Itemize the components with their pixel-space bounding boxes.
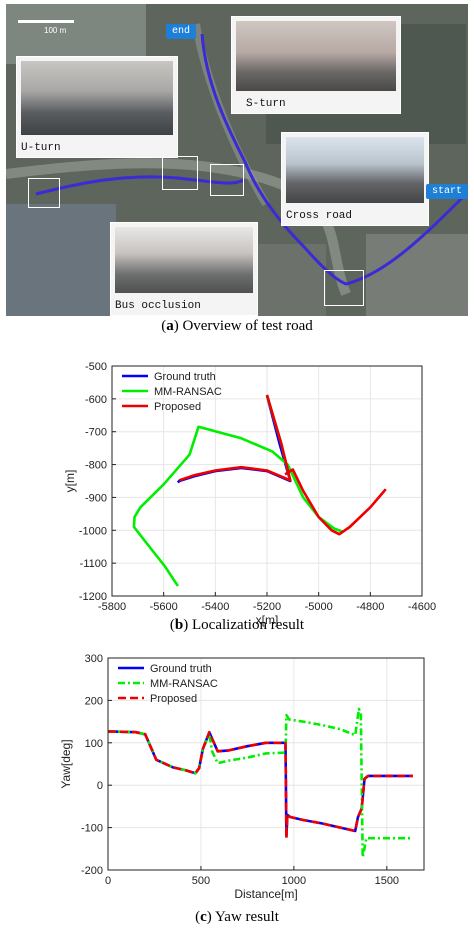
scale-label: 100 m xyxy=(44,26,67,35)
legend-label: Ground truth xyxy=(154,371,216,383)
series-line-mm-ransac xyxy=(132,425,344,587)
x-tick-label: -5000 xyxy=(305,601,333,613)
caption-c-text: Yaw result xyxy=(211,909,279,925)
route-path-west xyxy=(35,175,245,196)
x-tick-label: -5600 xyxy=(150,601,178,613)
localization-chart: -5800 -5600 -5400 -5200 -5000 -4800 -4600 -500 -… xyxy=(63,361,436,627)
plot-area xyxy=(108,658,424,870)
caption-b-text: Localization result xyxy=(188,617,305,633)
legend-label: Proposed xyxy=(150,693,197,705)
caption-b: (b) Localization result xyxy=(169,617,305,633)
u-turn-marker xyxy=(28,178,60,208)
y-tick-label: 200 xyxy=(85,695,103,707)
cross-road-photo xyxy=(286,137,424,203)
y-tick-label: 300 xyxy=(85,653,103,665)
x-tick-label: -5200 xyxy=(253,601,281,613)
cross-road-marker xyxy=(324,270,364,306)
caption-c-letter: c xyxy=(200,909,207,925)
end-tag: end xyxy=(166,24,197,39)
start-tag: start xyxy=(426,184,468,199)
bus-occlusion-label: Bus occlusion xyxy=(115,300,201,312)
x-tick-label: -4600 xyxy=(408,601,436,613)
s-turn-inset: S-turn xyxy=(231,16,401,114)
axes-frame xyxy=(107,657,425,871)
y-tick-label: -200 xyxy=(81,865,103,877)
y-tick-label: -100 xyxy=(81,823,103,835)
u-turn-inset: U-turn xyxy=(16,56,178,158)
series-line-proposed-b xyxy=(284,468,387,536)
legend-label: MM-RANSAC xyxy=(154,386,222,398)
s-turn-label: S-turn xyxy=(246,98,286,110)
x-axis-label: x[m] xyxy=(256,613,279,627)
s-turn-photo xyxy=(236,21,396,91)
bus-occlusion-photo xyxy=(115,227,253,293)
y-tick-label: -1100 xyxy=(80,558,107,570)
y-axis-label: y[m] xyxy=(63,470,77,493)
legend-label: MM-RANSAC xyxy=(150,678,218,690)
y-axis-label: Yaw[deg] xyxy=(59,739,73,788)
bus-occlusion-marker xyxy=(162,156,198,190)
legend-label: Ground truth xyxy=(150,663,212,675)
y-tick-label: 100 xyxy=(85,738,103,750)
series-line-proposed xyxy=(178,394,292,482)
caption-c: (c) Yaw result xyxy=(195,909,279,925)
yaw-chart: 0 500 1000 15003002001000-100-200Distance[m… xyxy=(59,653,425,901)
y-tick-label: -700 xyxy=(85,427,107,439)
y-tick-label: -1200 xyxy=(79,591,107,603)
series-line-proposed xyxy=(107,730,413,840)
y-tick-label: -600 xyxy=(85,394,107,406)
x-tick-label: 500 xyxy=(192,875,210,887)
s-turn-marker xyxy=(210,164,244,196)
u-turn-label: U-turn xyxy=(21,142,61,154)
x-tick-label: -5400 xyxy=(201,601,229,613)
y-tick-label: -900 xyxy=(85,492,107,504)
cross-road-inset: Cross road xyxy=(281,132,429,226)
bus-occlusion-inset: Bus occlusion xyxy=(110,222,258,316)
route-path xyxy=(200,33,468,286)
cross-road-label: Cross road xyxy=(286,210,353,222)
axes-frame xyxy=(111,365,423,597)
y-tick-label: -1000 xyxy=(79,525,107,537)
overview-map: U-turn S-turn Cross road Bus occlusion e… xyxy=(6,4,468,316)
caption-a-letter: a xyxy=(166,318,174,334)
caption-a: (a) Overview of test road xyxy=(161,318,313,334)
x-tick-label: -4800 xyxy=(356,601,384,613)
y-tick-label: -800 xyxy=(85,460,107,472)
x-tick-label: 0 xyxy=(105,875,111,887)
x-axis-label: Distance[m] xyxy=(234,887,297,901)
caption-b-letter: b xyxy=(174,617,184,633)
x-tick-label: -5800 xyxy=(98,601,126,613)
caption-a-text: Overview of test road xyxy=(178,318,313,334)
legend-label: Proposed xyxy=(154,401,201,413)
y-tick-label: 0 xyxy=(97,780,103,792)
x-tick-label: 1000 xyxy=(282,875,306,887)
x-tick-label: 1500 xyxy=(375,875,399,887)
scale-bar xyxy=(18,20,74,23)
y-tick-label: -500 xyxy=(85,361,107,373)
u-turn-photo xyxy=(21,61,173,135)
